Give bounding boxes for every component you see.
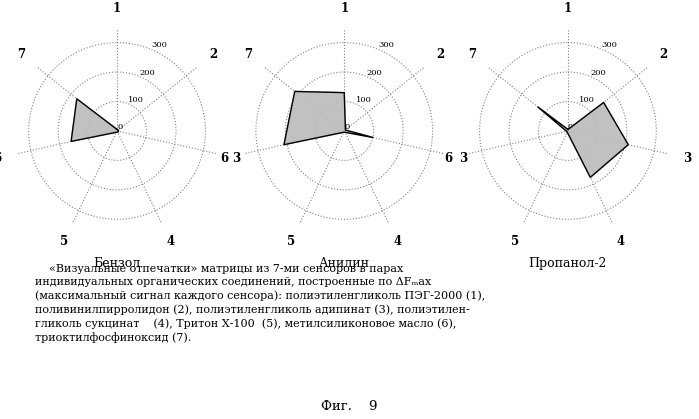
Title: Пропанол-2: Пропанол-2 [528, 257, 607, 270]
Title: Бензол: Бензол [94, 257, 140, 270]
Text: «Визуальные отпечатки» матрицы из 7-ми сенсоров в парах
индивидуальных органичес: «Визуальные отпечатки» матрицы из 7-ми с… [35, 264, 485, 344]
Polygon shape [284, 91, 373, 145]
Polygon shape [538, 103, 628, 177]
Polygon shape [71, 99, 119, 142]
Title: Анилин: Анилин [319, 257, 370, 270]
Text: Фиг.    9: Фиг. 9 [322, 400, 377, 413]
